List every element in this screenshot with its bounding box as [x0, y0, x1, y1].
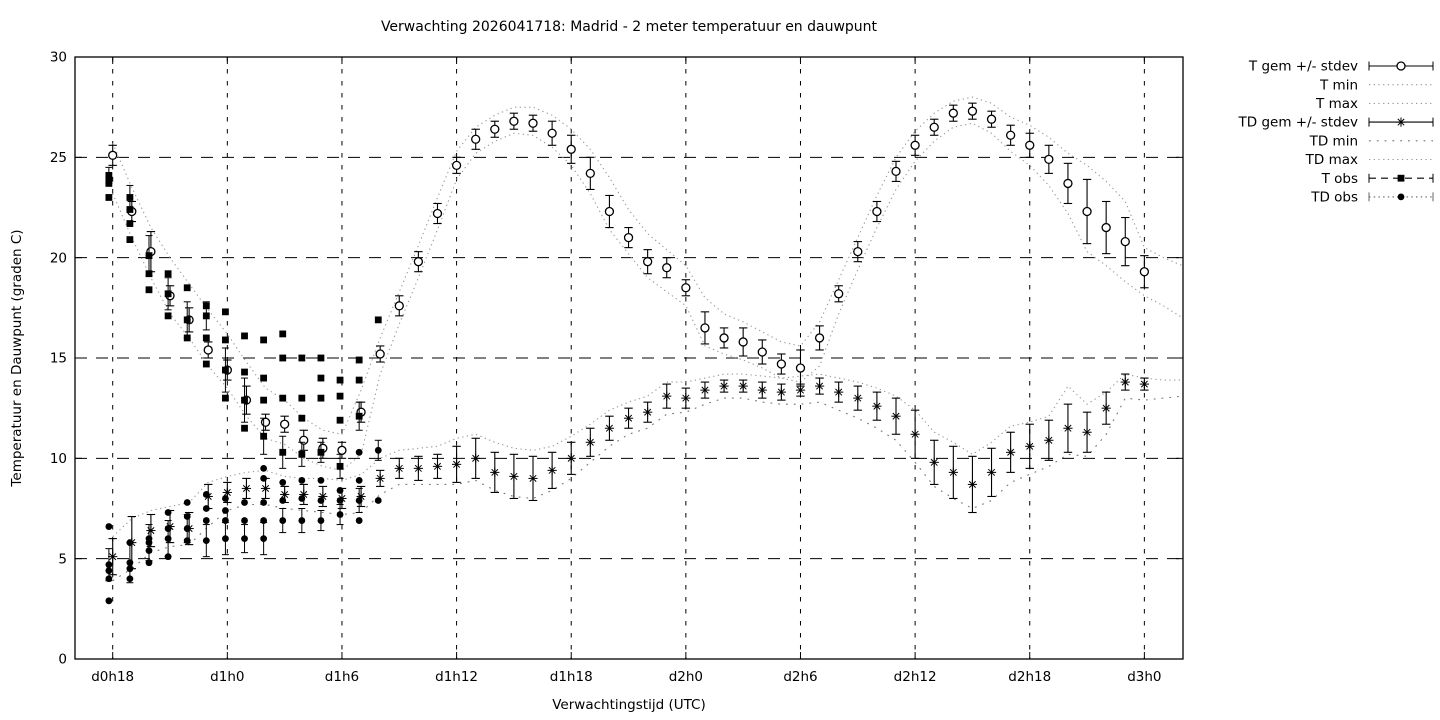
x-axis-label: Verwachtingstijd (UTC)	[552, 697, 706, 713]
svg-text:d1h18: d1h18	[550, 669, 593, 685]
svg-text:d2h18: d2h18	[1008, 669, 1051, 685]
chart-title: Verwachting 2026041718: Madrid - 2 meter…	[380, 19, 878, 35]
td_max-line	[112, 373, 1183, 537]
legend-entry-t_max: T max	[1315, 96, 1433, 112]
svg-text:d2h0: d2h0	[669, 669, 703, 685]
legend: T gem +/- stdev T min T max TD gem +/- stde…	[1238, 59, 1434, 206]
svg-text:T min: T min	[1319, 77, 1358, 93]
svg-text:15: 15	[50, 351, 67, 367]
t_mean-series	[108, 102, 1150, 459]
svg-text:d2h6: d2h6	[783, 669, 817, 685]
legend-entry-td_mean: TD gem +/- stdev	[1238, 115, 1434, 131]
svg-text:30: 30	[50, 50, 67, 66]
legend-entry-td_min: TD min	[1309, 133, 1433, 149]
envelopes	[112, 96, 1183, 582]
grid	[75, 57, 1183, 659]
legend-entry-td_obs: TD obs	[1310, 190, 1434, 206]
t_obs-series	[105, 166, 382, 479]
td_mean-series	[108, 373, 1149, 576]
svg-text:TD obs: TD obs	[1310, 190, 1358, 206]
td_min-line	[112, 395, 1183, 582]
svg-text:TD min: TD min	[1309, 133, 1358, 149]
td_obs-series	[105, 439, 382, 605]
svg-text:5: 5	[58, 551, 67, 567]
svg-text:T max: T max	[1315, 96, 1358, 112]
svg-text:d1h0: d1h0	[210, 669, 244, 685]
legend-entry-t_mean: T gem +/- stdev	[1248, 59, 1434, 75]
legend-entry-t_obs: T obs	[1321, 171, 1434, 187]
svg-text:TD max: TD max	[1305, 152, 1358, 168]
svg-text:d3h0: d3h0	[1127, 669, 1161, 685]
axes: d0h18 d1h0 d1h6 d1h12 d1h18 d2h0 d2h6 d2h12 d2h1…	[50, 50, 1184, 685]
svg-text:25: 25	[50, 150, 67, 166]
svg-text:d0h18: d0h18	[91, 669, 134, 685]
svg-text:10: 10	[50, 451, 67, 467]
svg-text:T obs: T obs	[1321, 171, 1358, 187]
svg-text:20: 20	[50, 250, 67, 266]
legend-entry-td_max: TD max	[1305, 152, 1433, 168]
svg-text:d1h12: d1h12	[435, 669, 478, 685]
legend-entry-t_min: T min	[1319, 77, 1433, 93]
svg-text:d1h6: d1h6	[325, 669, 359, 685]
svg-text:d2h12: d2h12	[894, 669, 937, 685]
svg-text:TD gem +/- stdev: TD gem +/- stdev	[1238, 115, 1358, 131]
svg-text:0: 0	[58, 652, 67, 668]
svg-text:T gem +/- stdev: T gem +/- stdev	[1248, 59, 1358, 75]
